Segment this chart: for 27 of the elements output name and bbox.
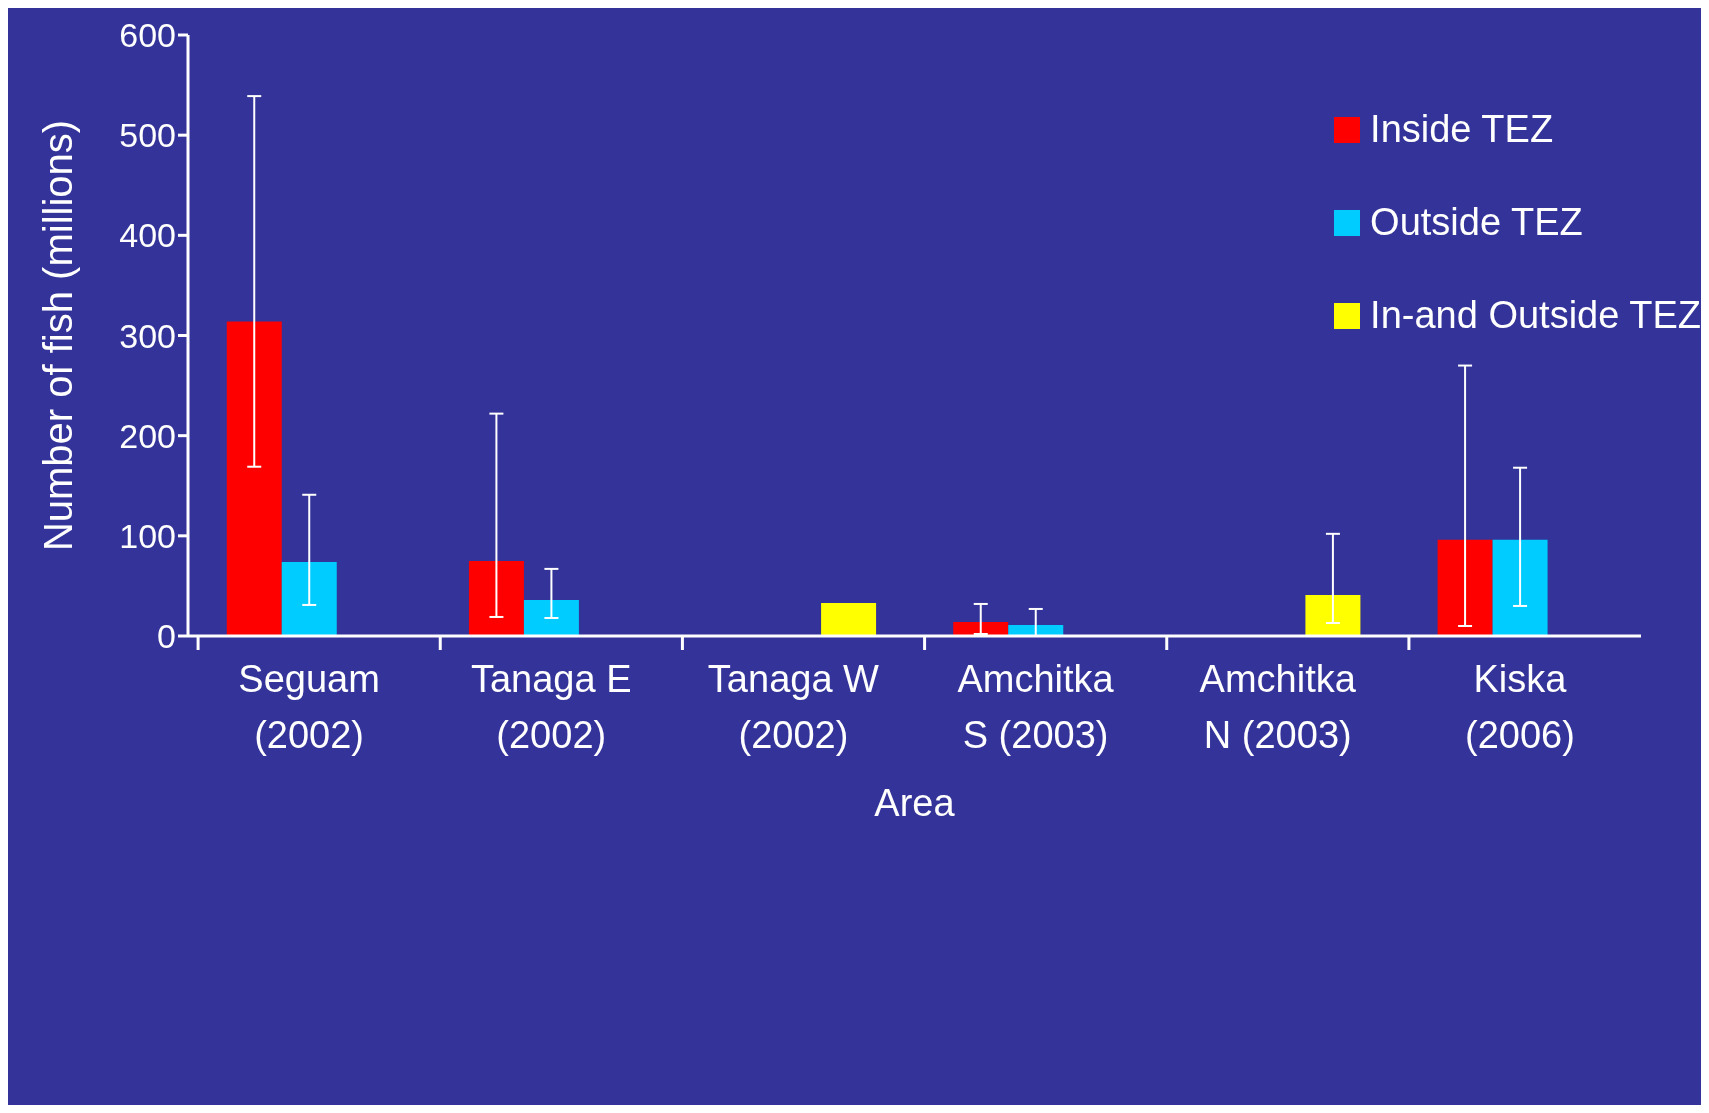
y-tick-label: 0 [157,617,176,656]
y-tick-label: 300 [119,316,176,355]
bar [953,621,1009,636]
x-axis-title: Area [874,782,956,824]
bar [468,560,524,636]
y-tick-label: 500 [119,116,176,155]
x-tick-label: Seguam (2002) [238,658,380,756]
bar [226,321,282,636]
bar [523,599,579,636]
x-tick-label: Kiska (2006) [1464,658,1575,756]
legend-label: Outside TEZ [1370,201,1583,244]
x-tick-label: Amchitka S (2003) [957,658,1115,756]
y-tick-label: 600 [119,16,176,55]
x-tick-label: Amchitka N (2003) [1199,658,1357,756]
y-tick-label: 400 [119,216,176,255]
bar [1305,594,1361,636]
x-tick-label: Tanaga W (2002) [707,658,880,756]
bar [1437,539,1493,636]
y-tick-label: 100 [119,516,176,555]
bar [821,602,877,636]
bar [1492,539,1548,636]
y-axis-title: Number of fish (millions) [36,119,81,552]
y-tick-label: 200 [119,416,176,455]
bar [281,561,337,636]
legend-label: In-and Outside TEZ [1370,294,1701,337]
legend-label: Inside TEZ [1370,108,1554,151]
x-tick-label: Tanaga E (2002) [470,658,632,756]
